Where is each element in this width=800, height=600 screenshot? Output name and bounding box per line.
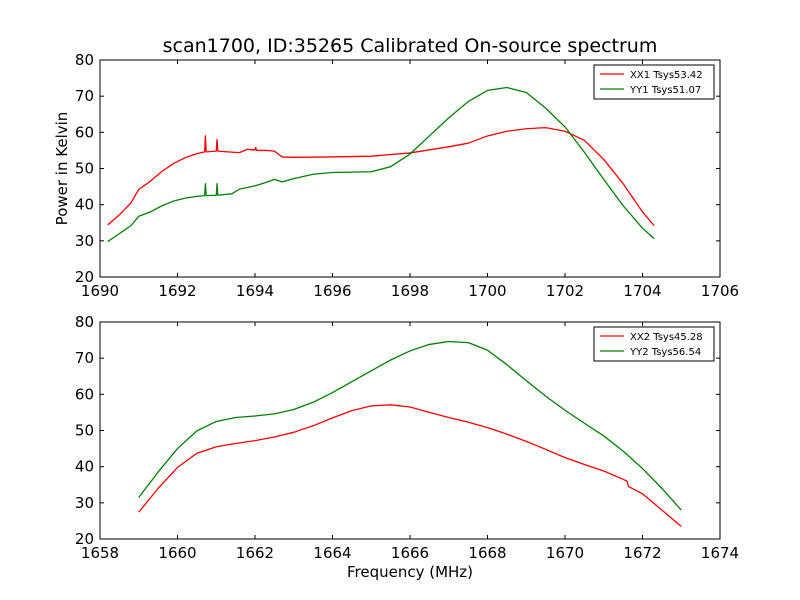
x-tick-label: 1666: [391, 544, 429, 562]
y-tick-label: 50: [75, 160, 94, 178]
axes-1: 1690 1692 1694 1696 1698 1700 1702 1704 1706 20 30…: [53, 51, 739, 300]
legend: XX1 Tsys53.42 YY1 Tsys51.07: [593, 64, 715, 100]
x-tick-label: 1700: [468, 282, 506, 300]
x-tick-label: 1702: [546, 282, 584, 300]
figure-title: scan1700, ID:35265 Calibrated On-source …: [163, 35, 658, 57]
legend-label: YY1 Tsys51.07: [629, 85, 701, 96]
x-tick-label: 1704: [623, 282, 661, 300]
series-line-2-2: [138, 340, 682, 511]
y-tick-label: 80: [75, 313, 94, 331]
x-tick-label: 1662: [236, 544, 274, 562]
x-tick-label: 1674: [701, 544, 739, 562]
x-tick-label: 1658: [81, 544, 119, 562]
legend-box: [593, 326, 715, 362]
y-tick-label: 50: [75, 422, 94, 440]
axes-group: 1690 1692 1694 1696 1698 1700 1702 1704 1706 20 30…: [53, 51, 739, 562]
x-axis-label: Frequency (MHz): [347, 563, 473, 581]
y-tick-label: 80: [75, 51, 94, 69]
x-tick-label: 1692: [158, 282, 196, 300]
legend-label: XX1 Tsys53.42: [630, 70, 703, 81]
x-tick-label: 1668: [468, 544, 506, 562]
x-tick-label: 1690: [81, 282, 119, 300]
legend-box: [593, 64, 715, 100]
x-tick-label: 1696: [313, 282, 351, 300]
y-tick-label: 60: [75, 123, 94, 141]
y-tick-label: 40: [75, 458, 94, 476]
x-tick-label: 1694: [236, 282, 274, 300]
y-axis-label: Power in Kelvin: [53, 112, 71, 226]
legend-label: XX2 Tsys45.28: [630, 332, 703, 343]
x-tick-label: 1672: [623, 544, 661, 562]
x-tick-label: 1670: [546, 544, 584, 562]
series-line-2-1: [138, 404, 682, 527]
x-tick-label: 1664: [313, 544, 351, 562]
y-tick-label: 20: [75, 530, 94, 548]
series-line-1-1: [107, 126, 655, 227]
y-tick-label: 30: [75, 232, 94, 250]
y-tick-label: 30: [75, 494, 94, 512]
y-tick-label: 70: [75, 87, 94, 105]
y-tick-label: 70: [75, 349, 94, 367]
legend: XX2 Tsys45.28 YY2 Tsys56.54: [593, 326, 715, 362]
y-tick-label: 60: [75, 385, 94, 403]
axes-2: 1658 1660 1662 1664 1666 1668 1670 1672 1674 20 30…: [75, 313, 739, 562]
y-tick-label: 40: [75, 196, 94, 214]
x-tick-label: 1698: [391, 282, 429, 300]
legend-label: YY2 Tsys56.54: [629, 347, 701, 358]
x-tick-label: 1706: [701, 282, 739, 300]
series-line-1-2: [107, 86, 655, 243]
x-tick-label: 1660: [158, 544, 196, 562]
y-tick-label: 20: [75, 268, 94, 286]
